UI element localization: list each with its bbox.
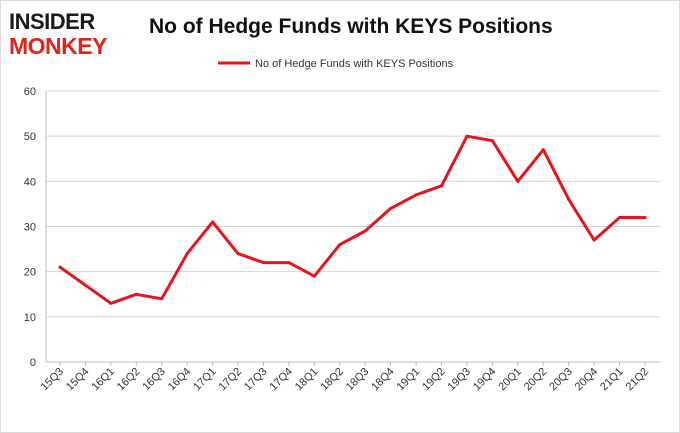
x-tick-label: 21Q2 [624, 366, 652, 394]
gridlines [46, 90, 660, 318]
data-point [643, 215, 647, 219]
logo-line1: INSIDER [9, 9, 95, 34]
data-point [541, 148, 545, 152]
data-point [516, 179, 520, 183]
data-point [338, 243, 342, 247]
data-point [261, 261, 265, 265]
y-tick-label: 60 [24, 86, 36, 98]
data-point [465, 134, 469, 138]
data-point [414, 193, 418, 197]
axes [45, 91, 660, 366]
data-point [58, 265, 62, 269]
y-tick-labels: 0 10 20 30 40 50 60 [24, 86, 36, 369]
data-point [83, 283, 87, 287]
y-tick-label: 10 [24, 312, 36, 324]
x-tick-label: 20Q1 [496, 366, 524, 394]
data-point [490, 139, 494, 143]
x-tick-label: 15Q4 [64, 366, 92, 394]
x-tick-label: 19Q3 [446, 366, 474, 394]
y-tick-label: 50 [24, 131, 36, 143]
x-tick-label: 19Q4 [471, 366, 499, 394]
data-point [211, 220, 215, 224]
x-tick-label: 20Q4 [573, 366, 601, 394]
insider-monkey-logo: INSIDER MONKEY [9, 9, 108, 59]
y-tick-label: 20 [24, 267, 36, 279]
data-point [287, 261, 291, 265]
x-tick-label: 20Q3 [547, 366, 575, 394]
x-tick-labels: 15Q315Q416Q116Q216Q316Q417Q117Q217Q317Q4… [39, 366, 652, 394]
x-tick-label: 18Q4 [369, 366, 397, 394]
y-tick-label: 0 [30, 357, 36, 369]
data-point [440, 184, 444, 188]
data-point [618, 215, 622, 219]
data-point [185, 252, 189, 256]
data-point [109, 301, 113, 305]
x-tick-label: 19Q1 [395, 366, 423, 394]
data-point [134, 292, 138, 296]
data-point [389, 206, 393, 210]
data-point [567, 197, 571, 201]
data-point [363, 229, 367, 233]
chart-title: No of Hedge Funds with KEYS Positions [149, 15, 553, 38]
x-tick-label: 17Q2 [217, 366, 245, 394]
y-tick-label: 30 [24, 222, 36, 234]
logo-line2: MONKEY [9, 33, 107, 59]
series-line [58, 134, 647, 305]
x-tick-label: 19Q2 [420, 366, 448, 394]
x-tick-label: 17Q1 [191, 366, 219, 394]
legend-label: No of Hedge Funds with KEYS Positions [255, 58, 454, 70]
x-tick-label: 18Q1 [293, 366, 321, 394]
data-point [160, 297, 164, 301]
x-tick-label: 18Q2 [318, 366, 346, 394]
x-tick-label: 16Q4 [166, 366, 194, 394]
legend: No of Hedge Funds with KEYS Positions [218, 58, 454, 70]
data-point [312, 274, 316, 278]
series [58, 134, 647, 305]
x-tick-label: 16Q1 [89, 366, 117, 394]
x-tick-label: 15Q3 [39, 366, 67, 394]
x-tick-label: 21Q1 [598, 366, 626, 394]
x-tick-label: 20Q2 [522, 366, 550, 394]
x-tick-label: 18Q3 [344, 366, 372, 394]
x-tick-label: 17Q4 [268, 366, 296, 394]
data-point [236, 252, 240, 256]
x-tick-label: 16Q2 [115, 366, 143, 394]
data-point [592, 238, 596, 242]
x-tick-label: 16Q3 [140, 366, 168, 394]
x-tick-label: 17Q3 [242, 366, 270, 394]
y-tick-label: 40 [24, 176, 36, 188]
